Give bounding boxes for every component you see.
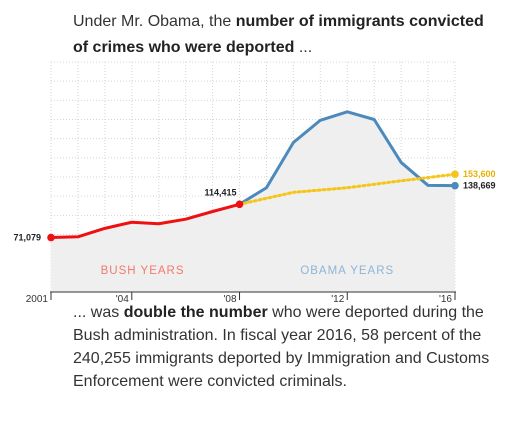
era-label-obama: OBAMA YEARS	[300, 265, 394, 277]
data-label-value: 138,669	[463, 181, 496, 191]
outro-text: ... was double the number who were depor…	[73, 301, 493, 393]
x-tick-label: '16	[439, 294, 452, 305]
x-tick-label: '08	[223, 294, 236, 305]
data-point-marker	[451, 170, 459, 179]
x-tick-label: '12	[331, 294, 344, 305]
series-line-bush	[49, 202, 242, 240]
era-label-bush: BUSH YEARS	[101, 265, 185, 277]
intro-part2: ...	[294, 39, 313, 56]
data-point-marker	[47, 233, 55, 242]
intro-bold: number of immigrants convicted of crimes…	[73, 13, 484, 56]
chart-series-lines	[49, 110, 457, 240]
outro-bold: double the number	[123, 304, 268, 321]
chart-x-axis: 2001 '04 '08 '12 '16	[26, 291, 456, 305]
chart-annotations: 71,079 114,415 153,600 138,669 BUSH YEARS OBA…	[13, 169, 495, 277]
data-point-marker	[235, 200, 244, 209]
outro-part1: ... was	[73, 304, 124, 321]
data-label-value: 114,415	[204, 187, 236, 197]
x-tick-label: 2001	[26, 294, 49, 305]
data-label-value: 153,600	[463, 169, 496, 179]
x-tick-label: '04	[116, 294, 129, 305]
data-point-marker	[451, 181, 459, 190]
intro-part1: Under Mr. Obama, the	[73, 13, 236, 30]
data-label-value: 71,079	[13, 233, 41, 243]
series-line-doubled	[238, 172, 457, 206]
intro-text: Under Mr. Obama, the number of immigrant…	[73, 9, 493, 61]
outro-part2: who were deported during the Bush admini…	[73, 304, 490, 390]
